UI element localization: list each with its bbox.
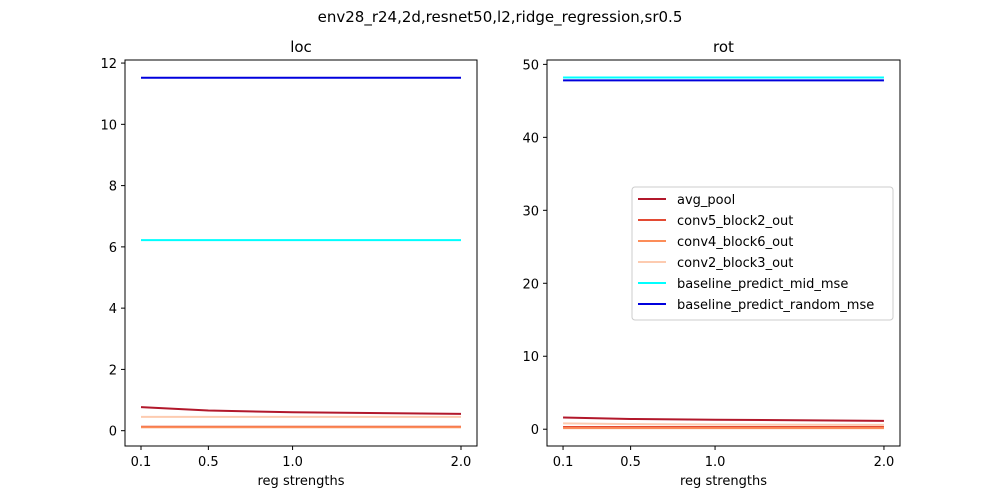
series-line-conv2-block3-out <box>563 422 884 426</box>
y-tick-label: 6 <box>109 241 117 256</box>
legend-label-conv2-block3-out: conv2_block3_out <box>677 256 793 271</box>
figure-suptitle: env28_r24,2d,resnet50,l2,ridge_regressio… <box>318 8 683 27</box>
x-tick-label: 0.5 <box>620 455 641 470</box>
x-tick-label: 1.0 <box>705 455 726 470</box>
subplot-title: loc <box>290 38 312 56</box>
subplot-title: rot <box>713 38 734 56</box>
x-axis-label: reg strengths <box>680 474 767 489</box>
y-tick-label: 0 <box>109 425 117 440</box>
y-tick-label: 12 <box>100 57 117 72</box>
x-axis-label: reg strengths <box>258 474 345 489</box>
subplot-loc: loc 0.1 0.5 1.0 2.0 0 2 4 6 8 10 12 reg strengths <box>100 38 478 489</box>
y-tick-label: 40 <box>522 131 539 146</box>
y-tick-label: 10 <box>100 118 117 133</box>
legend-label-baseline-predict-random-mse: baseline_predict_random_mse <box>677 298 874 313</box>
axes-frame <box>124 59 478 447</box>
y-tick-label: 8 <box>109 180 117 195</box>
legend-label-conv4-block6-out: conv4_block6_out <box>677 235 793 250</box>
legend: avg_pool conv5_block2_out conv4_block6_out… <box>631 186 894 321</box>
y-tick-label: 50 <box>522 58 539 73</box>
axes-frame <box>546 59 901 447</box>
legend-label-baseline-predict-mid-mse: baseline_predict_mid_mse <box>677 277 848 292</box>
x-tick-label: 1.0 <box>282 455 303 470</box>
y-tick-label: 10 <box>522 350 539 365</box>
x-tick-label: 0.1 <box>553 455 574 470</box>
subplot-rot: rot 0.1 0.5 1.0 2.0 0 10 20 30 40 50 reg strengths a… <box>522 38 901 489</box>
y-tick-label: 30 <box>522 204 539 219</box>
legend-box <box>631 186 894 321</box>
y-tick-label: 20 <box>522 277 539 292</box>
y-tick-label: 4 <box>109 302 117 317</box>
x-tick-label: 0.1 <box>131 455 152 470</box>
y-tick-label: 0 <box>531 423 539 438</box>
legend-label-avg-pool: avg_pool <box>677 193 735 208</box>
legend-label-conv5-block2-out: conv5_block2_out <box>677 214 793 229</box>
x-tick-label: 2.0 <box>451 455 472 470</box>
x-tick-label: 0.5 <box>198 455 219 470</box>
y-tick-label: 2 <box>109 363 117 378</box>
series-line-avg-pool <box>140 406 462 415</box>
x-tick-label: 2.0 <box>874 455 895 470</box>
series-line-avg-pool <box>563 416 884 422</box>
